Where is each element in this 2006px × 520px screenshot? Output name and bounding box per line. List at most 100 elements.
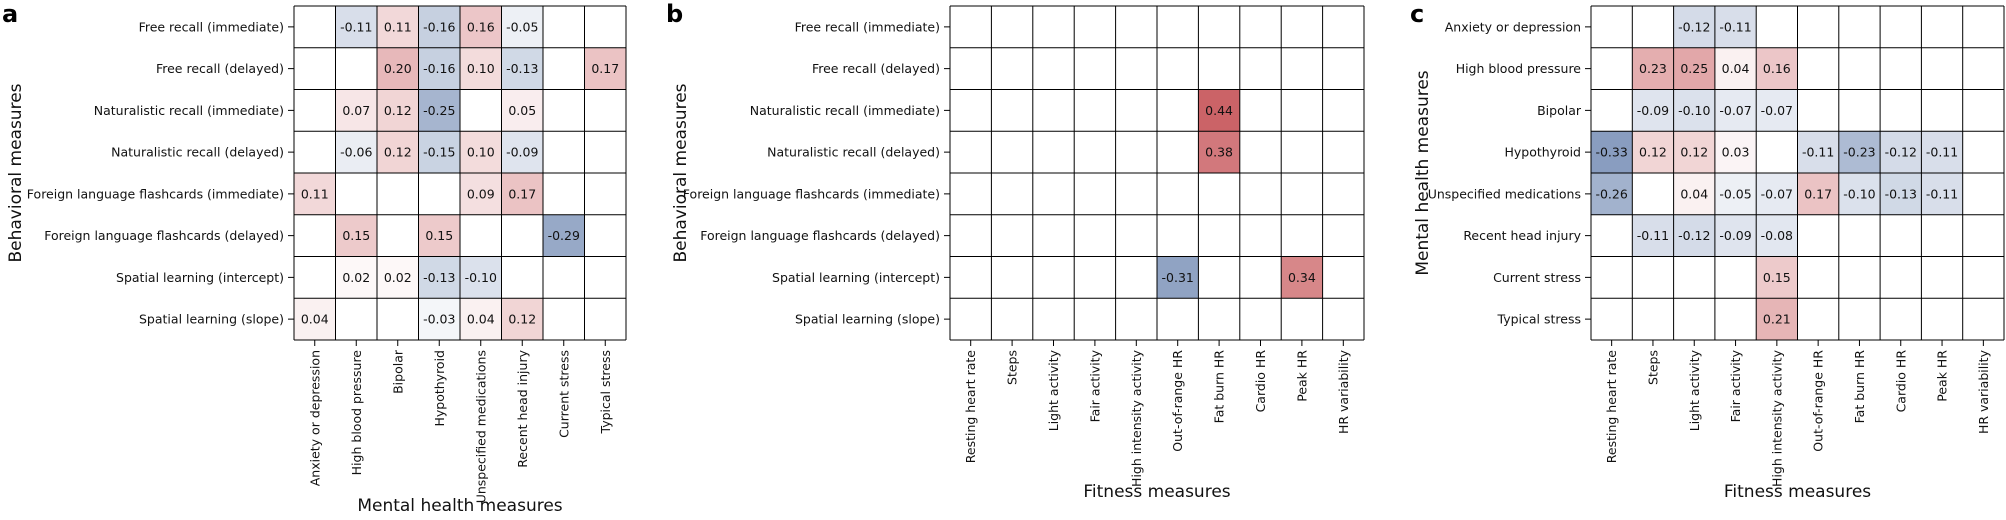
cell-value-label: -0.12 [1678, 19, 1710, 34]
heatmap-cell [294, 6, 336, 48]
heatmap-cell [1632, 214, 1674, 257]
heatmap-cell [1032, 256, 1075, 299]
heatmap-cell [335, 131, 377, 173]
heatmap-cell [377, 89, 419, 132]
heatmap-cell [1632, 89, 1674, 132]
cell-value-label: -0.13 [506, 61, 538, 76]
row-tick-label: Spatial learning (intercept) [772, 270, 940, 285]
heatmap-cell [1032, 298, 1075, 340]
col-tick-label: Cardio HR [1253, 350, 1268, 413]
cell-value-label: 0.12 [1639, 145, 1667, 160]
heatmap-cell [1714, 214, 1757, 257]
cell-value-label: -0.16 [423, 61, 455, 76]
heatmap-cell [377, 173, 419, 215]
cell-value-label: -0.10 [1678, 103, 1710, 118]
heatmap-cell [501, 89, 543, 132]
row-tick-label: Unspecified medications [1428, 186, 1581, 201]
heatmap-cell [377, 214, 419, 257]
cell-value-label: -0.23 [1843, 145, 1875, 160]
heatmap-cell [1880, 256, 1922, 299]
cell-value-label: -0.05 [506, 19, 538, 34]
cell-value-label: -0.16 [423, 19, 455, 34]
heatmap-cell [460, 47, 502, 90]
cell-value-label: 0.10 [467, 61, 495, 76]
cell-value-label: -0.29 [548, 228, 580, 243]
heatmap-cell [460, 256, 502, 299]
heatmap-cell [1921, 47, 1963, 90]
heatmap-cell [1921, 256, 1963, 299]
heatmap-cell [1714, 47, 1757, 90]
cell-value-label: -0.25 [423, 103, 455, 118]
heatmap-cell [1673, 131, 1715, 173]
heatmap-cell [991, 298, 1033, 340]
col-tick-label: Current stress [556, 350, 571, 438]
cell-value-label: -0.11 [1926, 186, 1958, 201]
heatmap-cell [1157, 298, 1199, 340]
cell-value-label: -0.07 [1761, 103, 1793, 118]
heatmap-cell [1797, 6, 1839, 48]
heatmap-cell [1322, 214, 1364, 257]
heatmap-cell [1322, 173, 1364, 215]
x-axis-label: Fitness measures [1724, 482, 1871, 502]
heatmap-cell [1673, 298, 1715, 340]
cell-value-label: 0.21 [1763, 312, 1791, 327]
heatmap-cell [1756, 47, 1798, 90]
heatmap-cell [1921, 214, 1963, 257]
heatmap-cell [1962, 173, 2004, 215]
heatmap-cell [1115, 6, 1157, 48]
y-axis-label: Behavioral measures [6, 83, 26, 262]
col-tick-label: HR variability [1976, 349, 1991, 434]
heatmap-cell [460, 89, 502, 132]
heatmap-cell [950, 298, 992, 340]
cell-value-label: 0.11 [301, 186, 329, 201]
heatmap-cell [1880, 214, 1922, 257]
cell-value-label: 0.10 [467, 145, 495, 160]
row-tick-label: Free recall (delayed) [812, 61, 940, 76]
cell-value-label: 0.17 [1804, 186, 1832, 201]
heatmap-cell [1838, 298, 1881, 340]
heatmap-cell [1714, 89, 1757, 132]
heatmap-cell [1115, 89, 1157, 132]
row-tick-label: Hypothyroid [1504, 145, 1581, 160]
cell-value-label: 0.15 [342, 228, 370, 243]
heatmap-cell [1756, 298, 1798, 340]
heatmap-cell [1074, 173, 1116, 215]
heatmap-cell [1714, 173, 1757, 215]
heatmap-cell [1281, 6, 1323, 48]
heatmap-cell [1198, 6, 1240, 48]
heatmap-cell [460, 6, 502, 48]
heatmap-cell [1673, 6, 1715, 48]
heatmap-cell [1962, 298, 2004, 340]
heatmap-cell [460, 214, 502, 257]
heatmap-cell [1838, 89, 1881, 132]
cell-value-label: 0.12 [508, 312, 536, 327]
heatmap-cell [1797, 214, 1839, 257]
cell-value-label: -0.11 [1926, 145, 1958, 160]
heatmap-cell [1673, 47, 1715, 90]
row-tick-label: Foreign language flashcards (delayed) [700, 228, 940, 243]
cell-value-label: -0.09 [1637, 103, 1669, 118]
row-tick-label: Free recall (immediate) [795, 19, 940, 34]
heatmap-cell [543, 6, 585, 48]
heatmap-cell [1921, 131, 1963, 173]
heatmap-cell [1797, 298, 1839, 340]
heatmap-cell [1921, 89, 1963, 132]
heatmap-cell [377, 131, 419, 173]
cell-value-label: -0.03 [423, 312, 455, 327]
heatmap-cell [543, 173, 585, 215]
row-tick-label: Typical stress [1497, 312, 1581, 327]
heatmap-cell [1115, 173, 1157, 215]
heatmap-cell [584, 6, 626, 48]
heatmap-cell [1632, 256, 1674, 299]
row-tick-label: Spatial learning (slope) [795, 312, 940, 327]
heatmap-cell [1880, 47, 1922, 90]
heatmap-cell [1032, 173, 1075, 215]
heatmap-cell [1962, 131, 2004, 173]
heatmap-cell [1157, 89, 1199, 132]
row-tick-label: Naturalistic recall (delayed) [767, 145, 940, 160]
cell-value-label: 0.02 [384, 270, 412, 285]
heatmap-cell [1632, 173, 1674, 215]
cell-value-label: -0.33 [1595, 145, 1627, 160]
heatmap-cell [1157, 6, 1199, 48]
